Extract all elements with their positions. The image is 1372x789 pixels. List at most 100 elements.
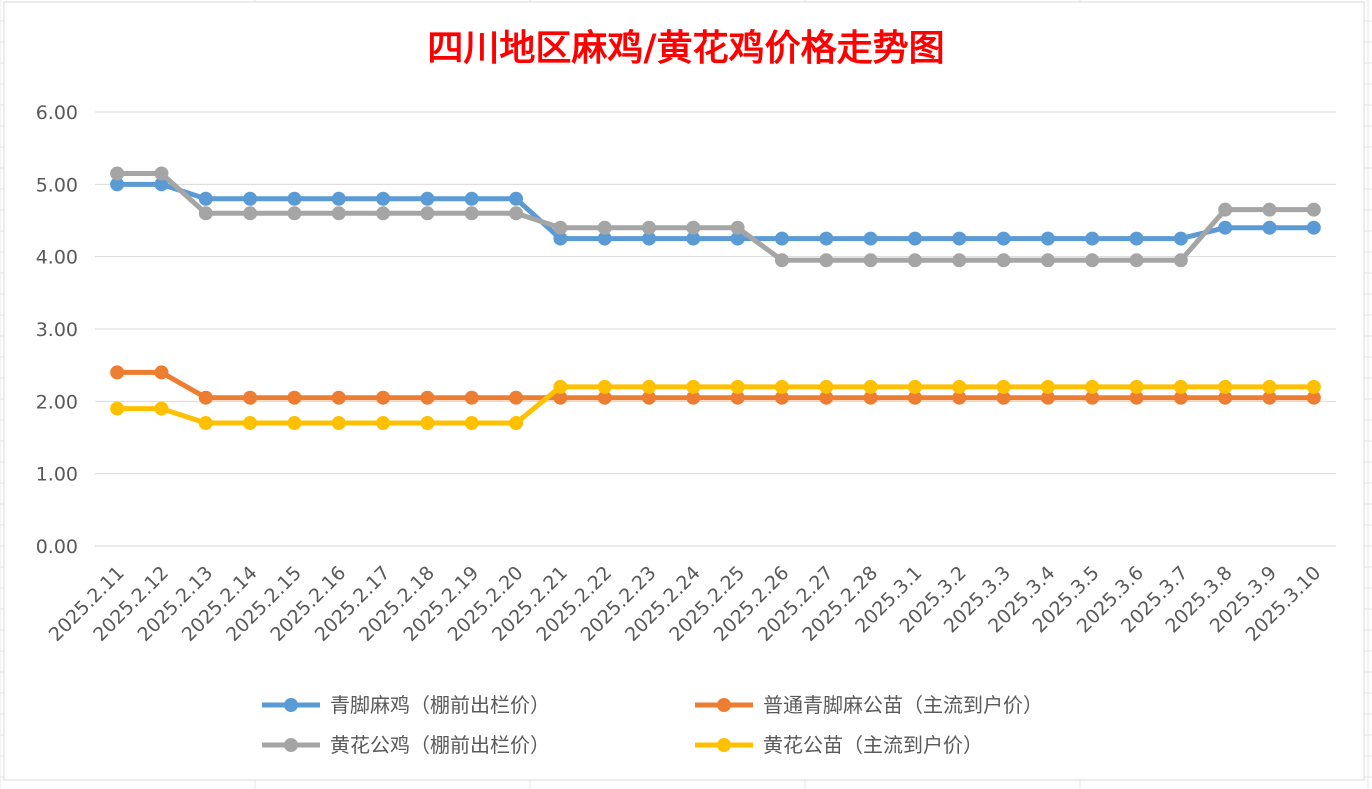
data-point: [110, 177, 125, 192]
data-point: [331, 191, 346, 206]
series-layer: [110, 166, 1321, 431]
data-point: [243, 416, 258, 431]
series-line: [117, 369, 1314, 401]
data-point: [154, 365, 169, 380]
data-point: [154, 166, 169, 181]
data-point: [686, 379, 701, 394]
data-point: [376, 191, 391, 206]
data-point: [198, 416, 213, 431]
series-line: [117, 181, 1314, 242]
data-point: [1173, 253, 1188, 268]
data-point: [686, 390, 701, 405]
legend-item[interactable]: 青脚麻鸡（棚前出栏价）: [262, 693, 550, 717]
data-point: [464, 390, 479, 405]
legend-item[interactable]: 黄花公鸡（棚前出栏价）: [262, 733, 550, 757]
data-point: [1262, 220, 1277, 235]
data-point: [730, 220, 745, 235]
data-point: [1040, 253, 1055, 268]
data-point: [287, 206, 302, 221]
data-point: [642, 390, 657, 405]
data-point: [1173, 379, 1188, 394]
data-point: [420, 390, 435, 405]
data-point: [243, 390, 258, 405]
data-point: [597, 220, 612, 235]
data-point: [154, 177, 169, 192]
data-point: [863, 231, 878, 246]
data-point: [1218, 202, 1233, 217]
data-point: [1129, 253, 1144, 268]
y-axis: 0.00 1.00 2.00 3.00 4.00 5.00 6.00: [36, 102, 78, 558]
data-point: [1173, 390, 1188, 405]
data-point: [907, 390, 922, 405]
data-point: [509, 206, 524, 221]
data-point: [464, 206, 479, 221]
series-3: [110, 166, 1321, 268]
data-point: [420, 416, 435, 431]
data-point: [154, 401, 169, 416]
data-point: [907, 231, 922, 246]
data-point: [509, 416, 524, 431]
data-point: [863, 379, 878, 394]
data-point: [198, 390, 213, 405]
legend-label: 黄花公鸡（棚前出栏价）: [330, 733, 550, 757]
chart-title: 四川地区麻鸡/黄花鸡价格走势图: [427, 27, 944, 69]
data-point: [376, 206, 391, 221]
data-point: [996, 390, 1011, 405]
data-point: [686, 231, 701, 246]
y-gridlines: [95, 111, 1336, 547]
data-point: [730, 390, 745, 405]
data-point: [331, 390, 346, 405]
data-point: [819, 379, 834, 394]
data-point: [1040, 390, 1055, 405]
legend-label: 普通青脚麻公苗（主流到户价）: [763, 693, 1043, 717]
data-point: [597, 390, 612, 405]
data-point: [1085, 379, 1100, 394]
data-point: [774, 379, 789, 394]
series-line: [117, 384, 1314, 426]
data-point: [907, 253, 922, 268]
y-tick-label: 0.00: [36, 536, 78, 558]
data-point: [553, 231, 568, 246]
data-point: [1218, 379, 1233, 394]
data-point: [642, 220, 657, 235]
data-point: [952, 253, 967, 268]
y-tick-label: 1.00: [36, 464, 78, 486]
chart-area[interactable]: [3, 1, 1365, 781]
data-point: [464, 416, 479, 431]
data-point: [198, 206, 213, 221]
data-point: [774, 253, 789, 268]
data-point: [1040, 379, 1055, 394]
legend-item[interactable]: 黄花公苗（主流到户价）: [695, 733, 983, 757]
data-point: [420, 206, 435, 221]
data-point: [243, 206, 258, 221]
y-tick-label: 6.00: [36, 102, 78, 124]
data-point: [774, 231, 789, 246]
series-2: [110, 365, 1321, 405]
data-point: [1306, 390, 1321, 405]
legend-marker: [717, 698, 731, 712]
data-point: [1085, 390, 1100, 405]
data-point: [553, 379, 568, 394]
legend-item[interactable]: 普通青脚麻公苗（主流到户价）: [695, 693, 1043, 717]
data-point: [509, 191, 524, 206]
data-point: [1129, 231, 1144, 246]
legend-marker: [284, 698, 298, 712]
data-point: [1129, 390, 1144, 405]
data-point: [1218, 220, 1233, 235]
data-point: [1306, 379, 1321, 394]
data-point: [730, 379, 745, 394]
data-point: [642, 231, 657, 246]
data-point: [996, 379, 1011, 394]
data-point: [420, 191, 435, 206]
y-tick-label: 4.00: [36, 247, 78, 269]
data-point: [1173, 231, 1188, 246]
data-point: [952, 379, 967, 394]
data-point: [597, 231, 612, 246]
data-point: [686, 220, 701, 235]
data-point: [110, 166, 125, 181]
data-point: [1262, 202, 1277, 217]
data-point: [774, 390, 789, 405]
data-point: [863, 253, 878, 268]
legend-label: 青脚麻鸡（棚前出栏价）: [330, 693, 550, 717]
